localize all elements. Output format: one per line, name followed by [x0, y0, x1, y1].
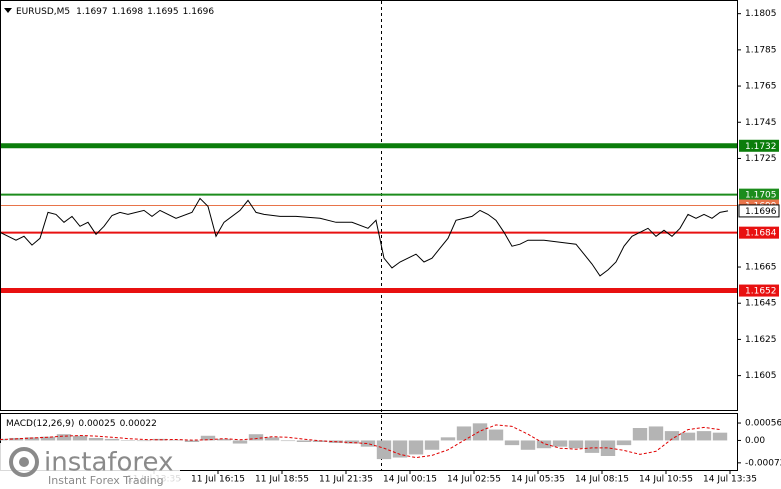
histogram-bar [584, 440, 600, 453]
watermark: instaforex Instant Forex Trading [0, 443, 180, 489]
y-tick-label: 1.1645 [745, 299, 777, 309]
histogram-bar [376, 440, 392, 460]
level-box [739, 188, 779, 201]
histogram-bar [120, 440, 136, 441]
histogram-bar [568, 440, 584, 449]
x-tick-label: 14 Jul 13:35 [703, 475, 757, 485]
price-label: 1.1696 [745, 207, 777, 217]
histogram-bar [56, 434, 72, 441]
histogram-bar [408, 440, 424, 455]
level-label: 1.1652 [745, 287, 777, 297]
histogram-bar [632, 428, 648, 441]
histogram-bar [520, 440, 536, 450]
x-tick-label: 11 Jul 18:55 [255, 475, 309, 485]
level-box [739, 226, 779, 239]
histogram-bar [88, 437, 104, 441]
histogram-bar [536, 440, 552, 449]
y-tick-label: 1.1765 [745, 82, 777, 92]
histogram-bar [696, 431, 712, 441]
histogram-bar [392, 440, 408, 458]
x-tick-label: 14 Jul 10:55 [639, 475, 693, 485]
histogram-bar [280, 440, 296, 442]
histogram-bar [168, 439, 184, 441]
symbol: EURUSD,M5 [16, 7, 70, 17]
price-line [0, 197, 729, 277]
price-box [738, 204, 780, 218]
y-tick-label: 1.1785 [745, 45, 777, 55]
high: 1.1698 [112, 7, 144, 17]
level-box [739, 284, 779, 297]
histogram-bar [200, 435, 216, 441]
histogram-bar [504, 440, 520, 446]
histogram-bar [296, 440, 312, 442]
histogram-bar [184, 440, 200, 442]
histogram-bar [472, 423, 488, 441]
low: 1.1695 [147, 7, 179, 17]
brand: instaforex [44, 448, 173, 478]
x-tick-label: 14 Jul 08:15 [575, 475, 629, 485]
histogram-bar [72, 435, 88, 441]
histogram-bar [40, 436, 56, 441]
histogram-bar [440, 437, 456, 441]
y-tick-label: -0.00072 [745, 458, 781, 468]
main-frame [0, 0, 738, 411]
y-tick-label: 0.00056 [745, 419, 781, 429]
open: 1.1697 [76, 7, 108, 17]
macd-main: 0.00025 [78, 419, 115, 429]
histogram-bar [104, 438, 120, 441]
level-box [739, 139, 779, 152]
x-tick-label: 14 Jul 02:55 [447, 475, 501, 485]
y-tick-label: 1.1805 [745, 9, 777, 19]
histogram-bar [264, 437, 280, 441]
symbol-icon [4, 8, 12, 13]
histogram-bar [216, 438, 232, 441]
logo-core [19, 457, 29, 467]
x-tick-label: 11 Jul 16:15 [191, 475, 245, 485]
histogram-bar [248, 434, 264, 441]
histogram-bar [648, 426, 664, 441]
level-label: 1.1705 [745, 191, 777, 201]
x-tick-label: 14 Jul 00:15 [383, 475, 437, 485]
y-tick-label: 0.00 [745, 436, 765, 446]
y-tick-label: 1.1665 [745, 263, 777, 273]
header: EURUSD,M5 1.1697 1.1698 1.1695 1.1696 [16, 7, 214, 17]
histogram-bar [616, 440, 632, 446]
x-tick-label: 14 Jul 05:35 [511, 475, 565, 485]
macd-header: MACD(12,26,9) 0.00025 0.00022 [6, 419, 157, 429]
histogram-bar [456, 426, 472, 441]
histogram-bar [488, 429, 504, 441]
signal-line [0, 424, 721, 459]
y-tick-label: 1.1605 [745, 371, 777, 381]
histogram-bar [0, 438, 8, 441]
histogram-bar [552, 440, 568, 447]
close: 1.1696 [183, 7, 215, 17]
histogram-bar [344, 440, 360, 444]
macd-signal: 0.00022 [120, 419, 157, 429]
histogram-bar [24, 437, 40, 441]
histogram-bar [600, 440, 616, 456]
histogram-bar [664, 431, 680, 441]
level-label: 1.1684 [745, 229, 777, 239]
y-tick-label: 1.1625 [745, 335, 777, 345]
histogram-bar [232, 440, 248, 444]
x-tick-label: 11 Jul 21:35 [319, 475, 373, 485]
histogram-bar [136, 440, 152, 442]
macd-name: MACD(12,26,9) [6, 419, 74, 429]
histogram-bar [360, 440, 376, 447]
macd-frame [0, 413, 738, 471]
logo [9, 447, 39, 477]
histogram-bar [712, 432, 728, 441]
y-tick-label: 1.1745 [745, 118, 777, 128]
histogram-bar [680, 432, 696, 441]
level-label: 1.1732 [745, 142, 777, 152]
y-tick-label: 1.1725 [745, 154, 777, 164]
tagline: Instant Forex Trading [48, 474, 164, 487]
histogram-bar [424, 440, 440, 450]
